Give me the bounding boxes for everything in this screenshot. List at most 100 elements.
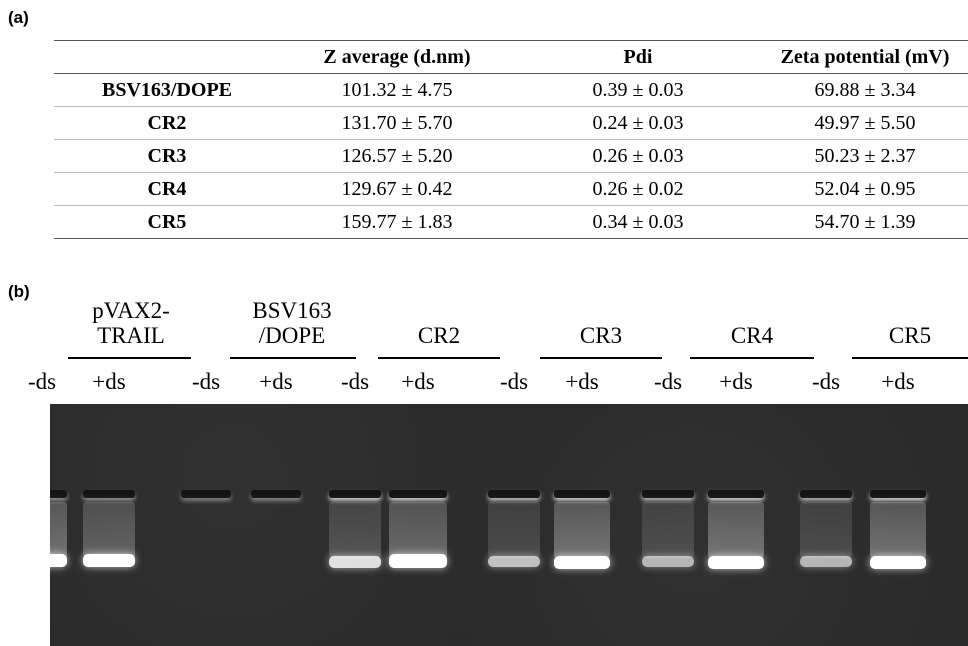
sample-group-underline [852, 357, 968, 359]
sample-group-underline [540, 357, 662, 359]
dna-band [642, 556, 694, 567]
dna-smear [50, 502, 67, 558]
dna-band [83, 554, 135, 567]
zeta-potential-cell: 69.88 ± 3.34 [814, 78, 916, 101]
gel-well [389, 490, 447, 498]
gel-well [181, 490, 231, 498]
sample-group-title: CR4 [682, 323, 822, 348]
gel-well [488, 490, 540, 498]
sample-group-title: CR3 [531, 323, 671, 348]
lane-label: +ds [719, 369, 753, 394]
z-average-cell: 131.70 ± 5.70 [341, 111, 453, 134]
gel-well [800, 490, 852, 498]
dna-band [800, 556, 852, 567]
sample-group-underline [378, 357, 500, 359]
sample-group-title-line: CR4 [730, 323, 774, 348]
dna-smear [554, 502, 610, 558]
dna-band [50, 554, 67, 567]
lane-label: -ds [499, 369, 529, 394]
z-average-cell: 101.32 ± 4.75 [341, 78, 453, 101]
gel-electrophoresis-figure: pVAX2- TRAIL -ds +ds BSV163/DOPE -ds +ds CR2 -ds… [28, 292, 968, 646]
table-row: CR5 159.77 ± 1.83 0.34 ± 0.03 54.70 ± 1.… [54, 206, 968, 239]
table-row: CR2 131.70 ± 5.70 0.24 ± 0.03 49.97 ± 5.… [54, 107, 968, 140]
sample-group-underline [690, 357, 814, 359]
sample-group-title-line: CR5 [888, 323, 932, 348]
z-average-cell: 159.77 ± 1.83 [341, 210, 453, 233]
gel-well [83, 490, 135, 498]
lane-label: -ds [340, 369, 370, 394]
lane-label: +ds [401, 369, 435, 394]
pdi-cell: 0.34 ± 0.03 [592, 210, 684, 233]
dna-smear [488, 502, 540, 558]
dna-smear [708, 502, 764, 558]
formulation-name: CR5 [147, 210, 187, 233]
dna-smear [870, 502, 926, 558]
sample-group-underline [68, 357, 191, 359]
nanoparticle-characterization-table: Z average (d.nm) Pdi Zeta potential (mV)… [54, 40, 968, 239]
z-average-cell: 126.57 ± 5.20 [341, 144, 453, 167]
zeta-potential-cell: 52.04 ± 0.95 [814, 177, 916, 200]
zeta-potential-cell: 54.70 ± 1.39 [814, 210, 916, 233]
panel-a-label: (a) [8, 8, 29, 27]
lane-label: +ds [259, 369, 293, 394]
lane-label: +ds [881, 369, 915, 394]
pdi-cell: 0.26 ± 0.02 [592, 177, 684, 200]
dna-smear [800, 502, 852, 558]
sample-group-underline [230, 357, 356, 359]
lane-label: +ds [565, 369, 599, 394]
dna-band [870, 556, 926, 569]
dna-smear [642, 502, 694, 558]
table-header-cell [54, 41, 280, 74]
lane-label: +ds [92, 369, 126, 394]
formulation-name: BSV163/DOPE [101, 78, 233, 101]
dna-smear [389, 502, 447, 558]
pdi-cell: 0.24 ± 0.03 [592, 111, 684, 134]
zeta-potential-cell: 49.97 ± 5.50 [814, 111, 916, 134]
table-row: BSV163/DOPE 101.32 ± 4.75 0.39 ± 0.03 69… [54, 74, 968, 107]
gel-well [870, 490, 926, 498]
table-header-cell: Z average (d.nm) [323, 45, 471, 68]
gel-well [554, 490, 610, 498]
table-header-row: Z average (d.nm) Pdi Zeta potential (mV) [54, 40, 968, 74]
sample-group-title: CR2 [369, 323, 509, 348]
sample-group-title: pVAX2- TRAIL [61, 298, 201, 348]
sample-group-title: CR5 [840, 323, 968, 348]
gel-well [251, 490, 301, 498]
dna-smear [329, 502, 381, 558]
table-header-cell: Zeta potential (mV) [780, 45, 950, 68]
lane-label: -ds [653, 369, 683, 394]
formulation-name: CR2 [147, 111, 187, 134]
lane-label: -ds [811, 369, 841, 394]
table-row: CR4 129.67 ± 0.42 0.26 ± 0.02 52.04 ± 0.… [54, 173, 968, 206]
sample-group-title-line: /DOPE [258, 323, 326, 348]
gel-well [642, 490, 694, 498]
gel-image [50, 404, 968, 646]
sample-group-title-line: pVAX2- [92, 298, 170, 323]
pdi-cell: 0.26 ± 0.03 [592, 144, 684, 167]
lane-label: -ds [191, 369, 221, 394]
panel-b-label: (b) [8, 282, 30, 301]
lane-label: -ds [27, 369, 57, 394]
sample-group-title-line: BSV163 [252, 298, 332, 323]
gel-texture [50, 404, 968, 646]
sample-group-title-line: CR2 [417, 323, 461, 348]
dna-smear [83, 502, 135, 558]
zeta-potential-cell: 50.23 ± 2.37 [814, 144, 916, 167]
sample-group-title-line: TRAIL [97, 323, 165, 348]
formulation-name: CR3 [147, 144, 187, 167]
sample-group-title-line: CR3 [579, 323, 623, 348]
dna-band [488, 556, 540, 567]
table-header-cell: Pdi [623, 45, 653, 68]
table-row: CR3 126.57 ± 5.20 0.26 ± 0.03 50.23 ± 2.… [54, 140, 968, 173]
dna-band [389, 554, 447, 568]
dna-band [329, 556, 381, 568]
gel-well [329, 490, 381, 498]
pdi-cell: 0.39 ± 0.03 [592, 78, 684, 101]
formulation-name: CR4 [147, 177, 187, 200]
gel-well [50, 490, 67, 498]
z-average-cell: 129.67 ± 0.42 [341, 177, 453, 200]
gel-well [708, 490, 764, 498]
dna-band [554, 556, 610, 569]
sample-group-title: BSV163/DOPE [222, 298, 362, 348]
dna-band [708, 556, 764, 569]
